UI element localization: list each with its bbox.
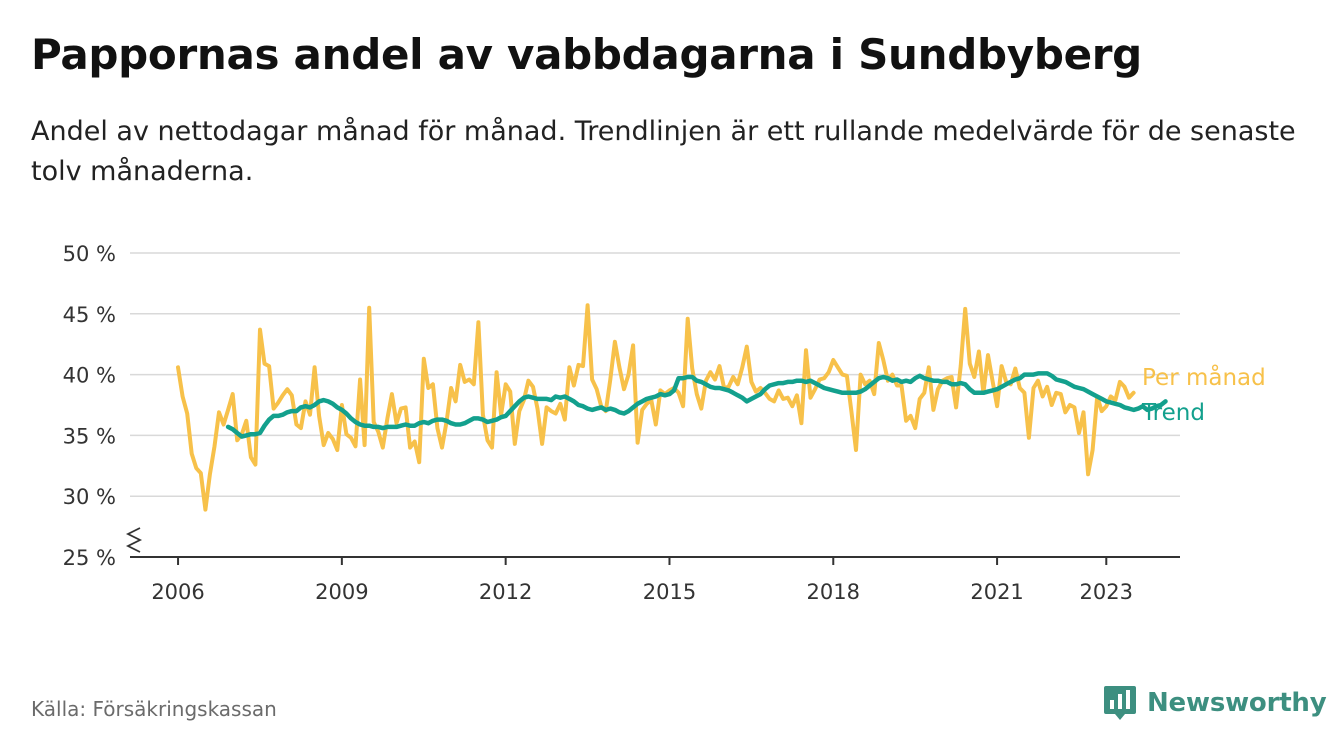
x-axis: 2006 2009 2012 2015 2018 2021 2023 xyxy=(130,556,1180,604)
x-tick-label: 2023 xyxy=(1080,580,1133,604)
brand-logo: Newsworthy xyxy=(1103,684,1327,722)
series-label-monthly: Per månad xyxy=(1142,363,1266,391)
x-tick-label: 2018 xyxy=(807,580,860,604)
series-line-monthly xyxy=(176,303,1136,512)
page-title: Pappornas andel av vabbdagarna i Sundbyb… xyxy=(31,30,1142,79)
y-tick-label: 35 % xyxy=(63,424,116,448)
y-tick-label: 40 % xyxy=(63,364,116,388)
y-tick-label: 45 % xyxy=(63,303,116,327)
source-note: Källa: Försäkringskassan xyxy=(31,697,277,721)
x-tick-label: 2006 xyxy=(151,580,204,604)
series-line-trend xyxy=(225,371,1168,439)
y-axis: 25 % 30 % 35 % 40 % 45 % 50 % xyxy=(63,242,143,570)
chart-subtitle: Andel av nettodagar månad för månad. Tre… xyxy=(31,116,1296,187)
x-tick-label: 2012 xyxy=(479,580,532,604)
y-tick-label: 30 % xyxy=(63,485,116,509)
x-tick-label: 2021 xyxy=(970,580,1023,604)
chart-series xyxy=(176,303,1168,512)
series-label-trend: Trend xyxy=(1141,400,1205,426)
x-tick-label: 2015 xyxy=(643,580,696,604)
y-tick-label: 25 % xyxy=(63,546,116,570)
axis-break-icon xyxy=(125,527,143,553)
series-labels: Per månad Trend xyxy=(1141,363,1266,426)
y-tick-label: 50 % xyxy=(63,242,116,266)
brand-name: Newsworthy xyxy=(1147,688,1327,718)
x-tick-label: 2009 xyxy=(315,580,368,604)
bar-chart-badge-icon xyxy=(1104,686,1136,720)
